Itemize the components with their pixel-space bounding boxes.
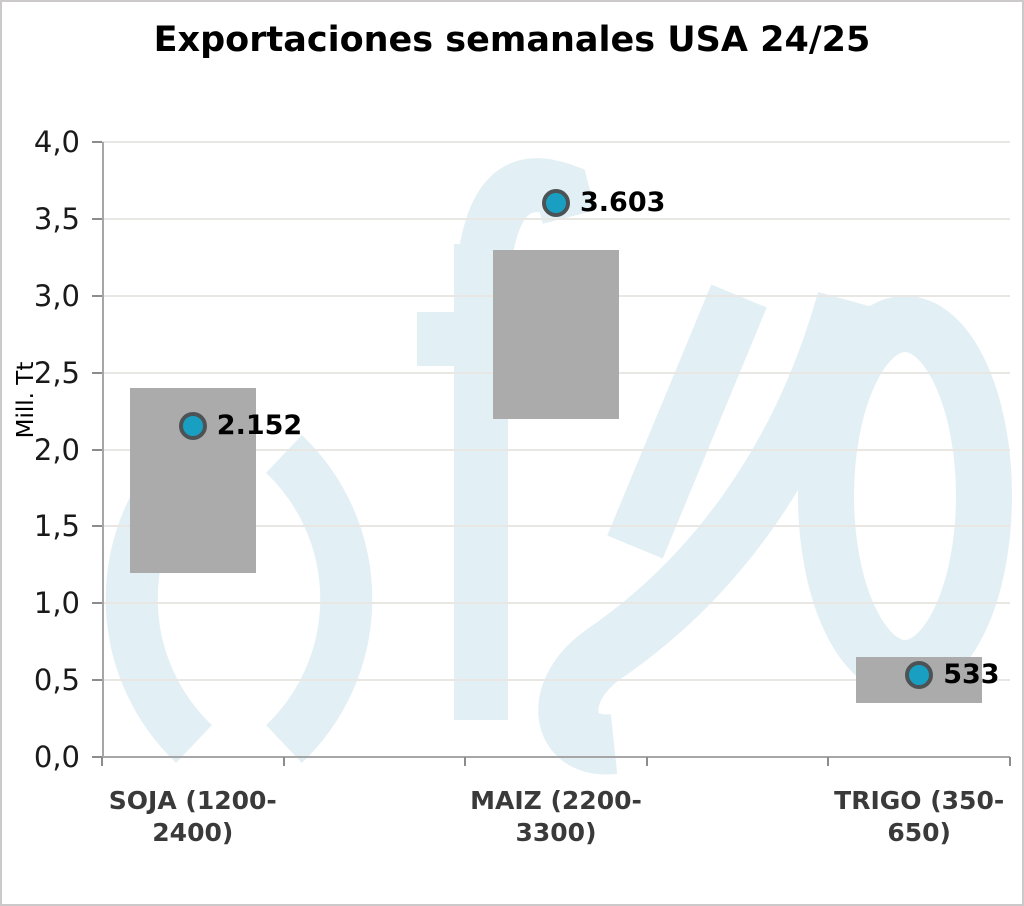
x-axis-tick — [1009, 757, 1011, 766]
watermark-letter-y-tail — [538, 291, 876, 775]
marker-dot-maiz — [542, 189, 570, 218]
watermark-paren-right-icon — [265, 435, 373, 763]
y-tick-label: 3,5 — [33, 201, 80, 236]
x-category-label-line: TRIGO (350- — [834, 786, 1005, 815]
x-category-label-trigo: TRIGO (350- 650) — [769, 785, 1022, 849]
x-category-label-line: 3300) — [515, 818, 597, 847]
y-tick-label: 3,0 — [33, 278, 80, 313]
x-category-label-line: MAIZ (2200- — [470, 786, 642, 815]
chart-title: Exportaciones semanales USA 24/25 — [153, 20, 871, 60]
y-axis-tick — [92, 294, 102, 297]
x-category-label-line: SOJA (1200- — [108, 786, 277, 815]
gridline — [102, 448, 1010, 451]
gridline — [102, 217, 1010, 220]
y-axis-tick — [92, 525, 102, 528]
marker-dot-trigo — [905, 661, 934, 690]
y-tick-label: 1,5 — [33, 509, 80, 544]
y-axis-tick — [92, 679, 102, 682]
y-tick-label: 1,0 — [33, 586, 80, 621]
y-axis-tick — [92, 141, 102, 143]
x-axis-tick — [645, 757, 648, 766]
y-axis-tick — [92, 602, 102, 605]
x-category-label-maiz: MAIZ (2200- 3300) — [406, 785, 706, 849]
y-tick-label: 0,0 — [33, 740, 80, 774]
marker-dot-soja — [178, 412, 207, 441]
watermark-letter-f-hook — [454, 158, 596, 323]
x-axis-line — [102, 756, 1010, 758]
x-axis-tick — [282, 757, 285, 766]
plot-area: 2.152 3.603 533 — [92, 141, 1011, 766]
x-axis-tick — [827, 757, 830, 766]
x-axis-tick — [101, 757, 103, 766]
y-tick-label: 2,0 — [33, 432, 80, 467]
y-axis-line — [102, 142, 104, 757]
y-axis-tick — [92, 756, 102, 758]
gridline — [102, 141, 1010, 143]
x-category-label-line: 2400) — [152, 818, 234, 847]
y-tick-label: 2,5 — [33, 355, 80, 390]
y-tick-label: 4,0 — [33, 125, 80, 159]
marker-value-label-maiz: 3.603 — [580, 187, 666, 219]
marker-value-label-trigo: 533 — [943, 659, 1000, 691]
y-axis-tick — [92, 217, 102, 220]
x-axis-tick — [464, 757, 467, 766]
gridline — [102, 679, 1010, 682]
y-axis-tick — [92, 448, 102, 451]
y-axis-tick — [92, 371, 102, 374]
range-bar-maiz — [493, 249, 619, 419]
watermark-letter-y-arm — [607, 284, 767, 559]
marker-value-label-soja: 2.152 — [216, 410, 303, 442]
x-category-label-soja: SOJA (1200- 2400) — [43, 785, 343, 849]
y-tick-label: 0,5 — [33, 663, 80, 698]
gridline — [102, 525, 1010, 528]
x-category-label-line: 650) — [887, 818, 951, 847]
gridline — [102, 602, 1010, 605]
